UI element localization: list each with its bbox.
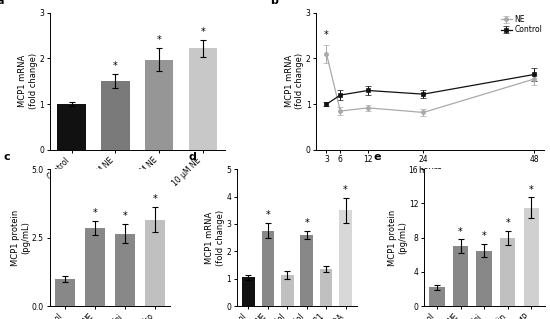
Text: a: a (0, 0, 4, 6)
Y-axis label: MCP1 mRNA
(fold change): MCP1 mRNA (fold change) (285, 53, 304, 109)
Y-axis label: MCP1 protein
(pg/mL): MCP1 protein (pg/mL) (388, 210, 407, 266)
Bar (320, 269, 332, 306)
Bar (189, 48, 217, 150)
Text: *: * (482, 231, 487, 241)
Text: *: * (529, 185, 534, 195)
X-axis label: hours: hours (419, 166, 442, 175)
Bar (145, 60, 173, 150)
Text: *: * (458, 227, 463, 237)
Bar (476, 250, 492, 306)
Text: b: b (271, 0, 278, 6)
Bar (58, 104, 86, 150)
Legend: NE, Control: NE, Control (500, 14, 543, 35)
Bar (339, 210, 352, 306)
Bar (524, 208, 539, 306)
Text: *: * (201, 26, 205, 37)
Bar (85, 228, 104, 306)
Text: *: * (113, 61, 118, 71)
Text: *: * (123, 211, 127, 221)
Text: *: * (92, 208, 97, 218)
Bar (262, 231, 274, 306)
Text: *: * (505, 218, 510, 228)
Bar (115, 234, 135, 306)
Bar (145, 220, 165, 306)
Text: c: c (4, 152, 10, 162)
Text: e: e (373, 152, 381, 162)
Bar (281, 275, 294, 306)
Bar (500, 238, 515, 306)
Text: *: * (157, 35, 162, 45)
Bar (300, 235, 313, 306)
Bar (429, 287, 444, 306)
Text: *: * (324, 30, 329, 40)
Text: *: * (304, 218, 309, 227)
Text: d: d (188, 152, 196, 162)
Text: *: * (343, 185, 348, 195)
Bar (101, 81, 130, 150)
Y-axis label: MCP1 mRNA
(fold change): MCP1 mRNA (fold change) (18, 53, 38, 109)
Bar (453, 246, 468, 306)
Y-axis label: MCP1 mRNA
(fold change): MCP1 mRNA (fold change) (205, 210, 225, 266)
Bar (242, 278, 255, 306)
Bar (55, 279, 75, 306)
Text: *: * (266, 210, 270, 220)
Text: *: * (152, 194, 157, 204)
Y-axis label: MCP1 protein
(pg/mL): MCP1 protein (pg/mL) (11, 210, 30, 266)
